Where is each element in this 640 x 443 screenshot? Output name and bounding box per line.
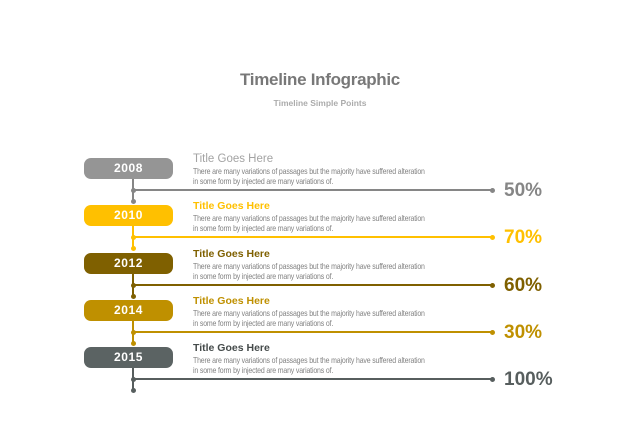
year-badge: 2010 (84, 205, 173, 226)
entry-body-line-2: in some form by injected are many variat… (193, 271, 334, 281)
percent-line-end-dot-icon (489, 187, 495, 193)
segment-end-dot-icon (130, 199, 136, 204)
year-badge: 2015 (84, 347, 173, 368)
segment-end-dot-icon (130, 246, 136, 251)
entry-body-line-1: There are many variations of passages bu… (193, 213, 425, 223)
entry-title: Title Goes Here (193, 248, 270, 260)
percent-label: 60% (504, 275, 543, 296)
timeline-entry: 2008 Title Goes Here There are many vari… (0, 153, 640, 206)
entry-body-line-2: in some form by injected are many variat… (193, 176, 334, 186)
entry-body: There are many variations of passages bu… (193, 261, 476, 281)
entry-title: Title Goes Here (193, 342, 270, 354)
page-title: Timeline Infographic (240, 70, 400, 89)
entry-title: Title Goes Here (193, 200, 270, 212)
entry-body-line-1: There are many variations of passages bu… (193, 166, 425, 176)
percent-label: 50% (504, 180, 543, 201)
entry-body-line-1: There are many variations of passages bu… (193, 355, 425, 365)
percent-label: 100% (504, 369, 553, 390)
entry-body: There are many variations of passages bu… (193, 355, 476, 375)
timeline-entry: 2014 Title Goes Here There are many vari… (0, 295, 640, 348)
percent-connector-line (133, 189, 492, 191)
percent-label: 70% (504, 227, 543, 248)
percent-connector-line (133, 284, 492, 286)
entry-body-line-1: There are many variations of passages bu… (193, 261, 425, 271)
entry-body-line-1: There are many variations of passages bu… (193, 308, 425, 318)
percent-connector-line (133, 236, 492, 238)
page-subtitle: Timeline Simple Points (273, 98, 367, 108)
percent-label: 30% (504, 322, 543, 343)
timeline-entry: 2015 Title Goes Here There are many vari… (0, 342, 640, 395)
entry-body-line-2: in some form by injected are many variat… (193, 223, 334, 233)
entry-body-line-2: in some form by injected are many variat… (193, 318, 334, 328)
entry-title: Title Goes Here (193, 153, 274, 165)
year-badge: 2012 (84, 253, 173, 274)
percent-line-end-dot-icon (489, 282, 495, 288)
percent-connector-line (133, 378, 492, 380)
entry-title: Title Goes Here (193, 295, 270, 307)
entry-body-line-2: in some form by injected are many variat… (193, 365, 334, 375)
entry-body: There are many variations of passages bu… (193, 166, 476, 186)
percent-connector-line (133, 331, 492, 333)
percent-line-end-dot-icon (489, 329, 495, 335)
entry-body: There are many variations of passages bu… (193, 308, 476, 328)
year-badge: 2008 (84, 158, 173, 179)
segment-end-dot-icon (130, 341, 136, 346)
segment-end-dot-icon (130, 294, 136, 299)
timeline-entry: 2010 Title Goes Here There are many vari… (0, 200, 640, 253)
percent-line-end-dot-icon (489, 234, 495, 240)
year-badge: 2014 (84, 300, 173, 321)
segment-end-dot-icon (130, 388, 136, 393)
timeline-entry: 2012 Title Goes Here There are many vari… (0, 248, 640, 301)
entry-body: There are many variations of passages bu… (193, 213, 476, 233)
percent-line-end-dot-icon (489, 376, 495, 382)
